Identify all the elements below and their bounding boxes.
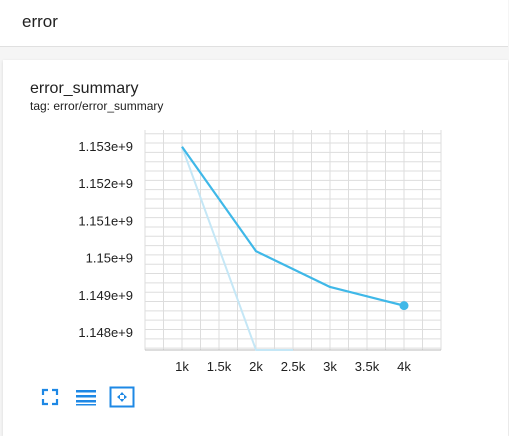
x-tick-label: 3k bbox=[323, 359, 337, 374]
y-tick-label: 1.152e+9 bbox=[78, 176, 133, 191]
toggle-log-scale-icon bbox=[75, 388, 97, 406]
y-tick-label: 1.15e+9 bbox=[86, 251, 133, 266]
fit-domain-icon bbox=[109, 386, 135, 408]
series-end-point bbox=[400, 301, 409, 310]
x-tick-label: 2.5k bbox=[281, 359, 306, 374]
x-tick-label: 2k bbox=[249, 359, 263, 374]
chart-series bbox=[182, 147, 409, 350]
fit-domain-button[interactable] bbox=[109, 386, 135, 408]
line-chart[interactable]: 1.148e+9 1.149e+9 1.15e+9 1.151e+9 1.152e+9 1… bbox=[3, 60, 508, 380]
x-axis: 1k 1.5k 2k 2.5k 3k 3.5k 4k bbox=[175, 359, 411, 374]
section-title: error bbox=[22, 12, 58, 32]
x-tick-label: 3.5k bbox=[355, 359, 380, 374]
y-axis: 1.148e+9 1.149e+9 1.15e+9 1.151e+9 1.152e+9 1… bbox=[78, 139, 133, 340]
y-tick-label: 1.151e+9 bbox=[78, 213, 133, 228]
chart-grid bbox=[145, 130, 441, 350]
y-tick-label: 1.148e+9 bbox=[78, 325, 133, 340]
x-tick-label: 1.5k bbox=[207, 359, 232, 374]
chart-card: error_summary tag: error/error_summary 1… bbox=[3, 60, 508, 436]
chart-toolbar bbox=[37, 386, 145, 408]
fullscreen-icon bbox=[41, 388, 59, 406]
y-tick-label: 1.153e+9 bbox=[78, 139, 133, 154]
fullscreen-button[interactable] bbox=[37, 386, 63, 408]
x-tick-label: 4k bbox=[397, 359, 411, 374]
x-tick-label: 1k bbox=[175, 359, 189, 374]
toggle-log-scale-button[interactable] bbox=[73, 386, 99, 408]
section-header[interactable]: error bbox=[0, 0, 508, 47]
y-tick-label: 1.149e+9 bbox=[78, 288, 133, 303]
